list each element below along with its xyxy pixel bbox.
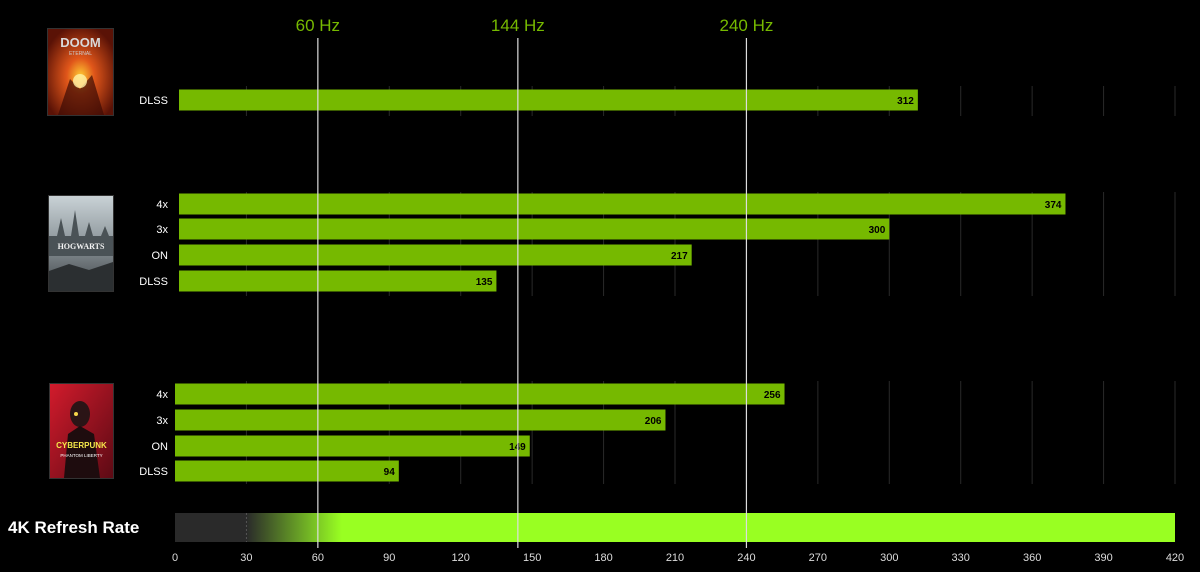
bar-category-label: DLSS	[139, 276, 168, 288]
bar-category-label: DLSS	[139, 466, 168, 478]
bar	[179, 244, 692, 266]
cyberpunk-logo-text: CYBERPUNK	[56, 441, 107, 450]
bar	[179, 218, 890, 240]
bar-value-label: 300	[869, 225, 886, 236]
bar	[179, 270, 497, 292]
doom-eternal-cover: DOOM ETERNAL	[47, 28, 114, 116]
hogwarts-legacy-cover: HOGWARTS	[48, 195, 114, 292]
bar-value-label: 256	[764, 390, 781, 401]
x-tick-label: 120	[452, 552, 470, 564]
x-tick-label: 60	[312, 552, 324, 564]
bar-value-label: 374	[1045, 200, 1062, 211]
bar-value-label: 94	[384, 467, 396, 478]
bar	[175, 383, 785, 405]
bar-value-label: 135	[476, 277, 493, 288]
bar-value-label: 206	[645, 416, 662, 427]
bar-group-hogwarts-legacy-cover: 4x 374 3x 300 ON 217 DLSS 135	[139, 193, 1066, 292]
x-tick-label: 210	[666, 552, 684, 564]
bars: DLSS 312 4x 374 3x 300 ON 217 DLSS 135 4x 256 3x 206 O…	[139, 89, 1066, 482]
bar	[175, 409, 666, 431]
bar	[175, 460, 399, 482]
cyberpunk-phantom-liberty-cover: CYBERPUNK PHANTOM LIBERTY	[49, 383, 114, 479]
x-tick-label: 180	[594, 552, 612, 564]
bar-category-label: 3x	[156, 415, 168, 427]
x-tick-label: 360	[1023, 552, 1041, 564]
bar	[179, 89, 918, 111]
x-tick-label: 150	[523, 552, 541, 564]
hogwarts-logo-text: HOGWARTS	[58, 242, 105, 251]
bar-group-doom-eternal-cover: DLSS 312	[139, 89, 918, 111]
bar-category-label: DLSS	[139, 95, 168, 107]
bar-value-label: 312	[897, 96, 914, 107]
x-tick-label: 90	[383, 552, 395, 564]
bar	[175, 435, 530, 457]
refresh-line-label: 144 Hz	[491, 16, 545, 35]
bar-category-label: 4x	[156, 389, 168, 401]
bar	[179, 193, 1066, 215]
bar-category-label: ON	[152, 441, 169, 453]
x-tick-label: 30	[240, 552, 252, 564]
refresh-line-label: 60 Hz	[296, 16, 340, 35]
bar-value-label: 217	[671, 251, 688, 262]
x-tick-label: 240	[737, 552, 755, 564]
x-tick-label: 330	[952, 552, 970, 564]
x-tick-label: 390	[1094, 552, 1112, 564]
x-axis-ticks: 0 30 60 90 120 150 180 210 240 270 300 330 360 390 420	[172, 552, 1184, 564]
x-tick-label: 300	[880, 552, 898, 564]
bar-category-label: 4x	[156, 199, 168, 211]
doom-sub-text: ETERNAL	[69, 51, 92, 57]
cyberpunk-sub-text: PHANTOM LIBERTY	[60, 453, 102, 458]
refresh-rate-bar-group: 4K Refresh Rate	[8, 513, 1175, 542]
refresh-lines: 60 Hz 144 Hz 240 Hz	[296, 16, 773, 548]
x-tick-label: 0	[172, 552, 178, 564]
bar-category-label: ON	[152, 250, 169, 262]
x-tick-label: 270	[809, 552, 827, 564]
refresh-line-label: 240 Hz	[719, 16, 773, 35]
x-tick-label: 420	[1166, 552, 1184, 564]
bar-category-label: 3x	[156, 224, 168, 236]
doom-logo-text: DOOM	[60, 35, 100, 50]
refresh-rate-label: 4K Refresh Rate	[8, 518, 139, 537]
bar-group-cyberpunk-phantom-liberty-cover: 4x2563x206ON149DLSS94	[139, 383, 785, 482]
refresh-rate-bar	[175, 513, 1175, 542]
